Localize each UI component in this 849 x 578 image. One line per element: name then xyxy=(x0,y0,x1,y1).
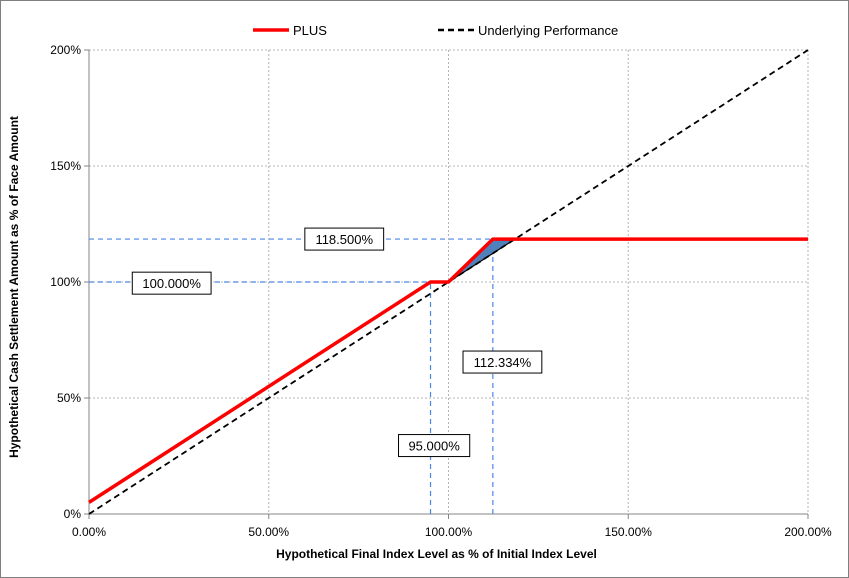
annotation-label: 95.000% xyxy=(408,439,460,454)
y-tick-label: 150% xyxy=(50,159,81,173)
x-tick-label: 0.00% xyxy=(72,525,106,539)
y-tick-label: 200% xyxy=(50,43,81,57)
series-line-underlying-performance xyxy=(88,49,809,515)
y-tick-label: 100% xyxy=(50,275,81,289)
x-tick-label: 100.00% xyxy=(425,525,473,539)
legend-label: Underlying Performance xyxy=(478,23,618,38)
annotation-box xyxy=(131,271,212,295)
annotation-box xyxy=(398,434,471,458)
annotation-box xyxy=(462,350,543,374)
x-axis-title: Hypothetical Final Index Level as % of I… xyxy=(276,547,597,561)
annotation-label: 100.000% xyxy=(142,276,201,291)
y-tick-label: 50% xyxy=(57,391,81,405)
series-line-plus xyxy=(88,237,808,504)
series-layer xyxy=(88,49,809,515)
y-tick-label: 0% xyxy=(64,507,82,521)
y-axis-title: Hypothetical Cash Settlement Amount as %… xyxy=(7,116,21,458)
legend-label: PLUS xyxy=(293,23,327,38)
x-tick-label: 50.00% xyxy=(248,525,289,539)
annotations: 118.500% 100.000% 112.334% 95.000% xyxy=(131,227,543,458)
legend: PLUS Underlying Performance xyxy=(253,23,618,38)
tick-labels: 0% 50% 100% 150% 200% 0.00% 50.00% 100.00% 150.0… xyxy=(50,43,832,539)
x-tick-label: 200.00% xyxy=(784,525,832,539)
annotation-box xyxy=(304,227,385,251)
annotation-label: 118.500% xyxy=(315,232,373,247)
x-tick-label: 150.00% xyxy=(605,525,653,539)
annotation-label: 112.334% xyxy=(474,355,532,370)
